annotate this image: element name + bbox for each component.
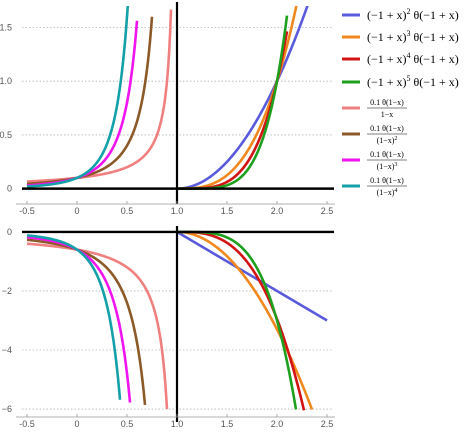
x-tick-label-top-3: 1.0 [171,206,184,216]
series-line-bottom-5 [26,238,147,406]
legend-label-3: (−1 + x)5 θ(−1 + x) [367,74,459,89]
x-tick-label-top-6: 2.5 [321,206,334,216]
legend-denominator-4: 1−x [381,110,394,119]
legend-label-0: (−1 + x)2 θ(−1 + x) [367,7,459,22]
legend-numerator-5: 0.1 θ(1−x) [370,124,404,133]
series-line-top-6 [26,20,139,187]
legend: (−1 + x)2 θ(−1 + x) (−1 + x)3 θ(−1 + x) (−… [342,7,459,197]
series-line-bottom-4 [26,242,169,410]
x-tick-label-top-2: 0.5 [121,206,134,216]
legend-numerator-4: 0.1 θ(1−x) [370,98,404,107]
y-tick-label-bottom-2: −4 [2,345,12,355]
series-line-bottom-0 [176,230,328,322]
legend-numerator-7: 0.1 θ(1−x) [370,176,404,185]
legend-denominator-6: (1−x)3 [377,162,398,171]
series-line-bottom-2 [176,230,306,411]
series-line-top-4 [26,9,173,183]
x-tick-label-bottom-1: 0 [74,419,79,429]
x-tick-label-bottom-6: 2.5 [321,419,334,429]
series-line-bottom-6 [26,235,132,403]
legend-denominator-5: (1−x)2 [377,136,398,145]
y-tick-label-bottom-1: −2 [2,286,12,296]
bottom-panel: -0.5 0 0.5 1.0 1.5 2.0 2.5 0 −2 −4 −6 [2,226,335,429]
y-tick-label-top-0: 0 [7,184,12,194]
y-tick-label-top-1: 0.5 [0,130,12,140]
x-tick-label-bottom-2: 0.5 [121,419,134,429]
x-tick-label-top-1: 0 [74,206,79,216]
y-tick-label-top-2: 1.0 [0,76,12,86]
x-tick-label-bottom-0: -0.5 [19,419,35,429]
x-tick-label-bottom-5: 2.0 [271,419,284,429]
series-line-bottom-7 [26,234,122,400]
top-panel: -0.5 0 0.5 1.0 1.5 2.0 2.5 0 0.5 1.0 1.5 [0,2,335,216]
x-tick-label-top-4: 1.5 [221,206,234,216]
legend-label-2: (−1 + x)4 θ(−1 + x) [367,51,459,66]
series-line-top-7 [26,6,130,188]
series-line-top-1 [176,6,298,190]
x-tick-label-top-5: 2.0 [271,206,284,216]
y-tick-label-bottom-0: 0 [7,227,12,237]
series-line-top-5 [26,16,154,186]
y-tick-label-bottom-3: −6 [2,404,12,414]
y-tick-label-top-3: 1.5 [0,22,12,32]
x-tick-label-bottom-4: 1.5 [221,419,234,429]
series-line-bottom-3 [176,230,298,410]
legend-label-1: (−1 + x)3 θ(−1 + x) [367,29,459,44]
x-tick-label-top-0: -0.5 [19,206,35,216]
series-line-top-0 [176,6,309,190]
x-tick-label-bottom-3: 1.0 [171,419,184,429]
legend-denominator-7: (1−x)4 [377,188,398,197]
legend-numerator-6: 0.1 θ(1−x) [370,150,404,159]
